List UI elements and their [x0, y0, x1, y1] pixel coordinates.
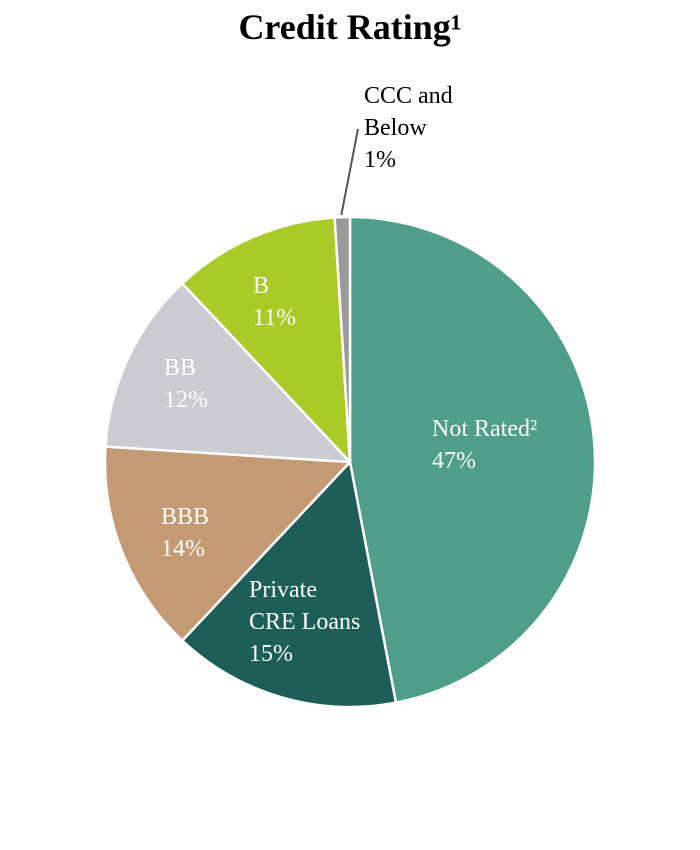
- slice-label-bb: BB 12%: [164, 355, 208, 413]
- slice-label-ccc-and-below: CCC and Below 1%: [364, 83, 453, 173]
- slice-label-not-rated: Not Rated² 47%: [432, 416, 537, 474]
- slice-percent-text: 1%: [364, 147, 396, 173]
- pie-slice-bb: [104, 282, 352, 464]
- pie-slice-not-rated: [348, 215, 597, 704]
- slice-name-text: BBB: [161, 504, 209, 530]
- slice-label-b: B 11%: [253, 273, 296, 331]
- slice-percent-text: 47%: [432, 448, 476, 474]
- slice-percent-text: 15%: [249, 641, 293, 667]
- pie-slices: [103, 215, 597, 709]
- slice-label-bbb: BBB 14%: [161, 504, 209, 562]
- slice-name-text: Private: [249, 577, 317, 603]
- pie-slice-private-cre-loans: [181, 460, 398, 709]
- slice-name-text: Not Rated²: [432, 416, 537, 442]
- chart-title: Credit Rating¹: [238, 7, 462, 47]
- slice-percent-text: 14%: [161, 536, 205, 562]
- slice-name-text: BB: [164, 355, 196, 381]
- leader-lines: [340, 128, 359, 216]
- slice-name-text: B: [253, 273, 269, 299]
- pie-slice-ccc-and-below: [333, 215, 352, 464]
- pie-slice-b: [181, 216, 352, 464]
- slice-percent-text: 11%: [253, 305, 296, 331]
- slice-labels: Not Rated² 47%Private CRE Loans 15%BBB 14%BB…: [161, 83, 537, 667]
- slice-name-text: Below: [364, 115, 427, 141]
- slice-name-text: CRE Loans: [249, 609, 360, 635]
- slice-name-text: CCC and: [364, 83, 453, 109]
- pie-slice-bbb: [103, 445, 352, 642]
- slice-percent-text: 12%: [164, 387, 208, 413]
- slice-label-private-cre-loans: Private CRE Loans 15%: [249, 577, 360, 667]
- leader-line-ccc-and-below: [340, 128, 359, 216]
